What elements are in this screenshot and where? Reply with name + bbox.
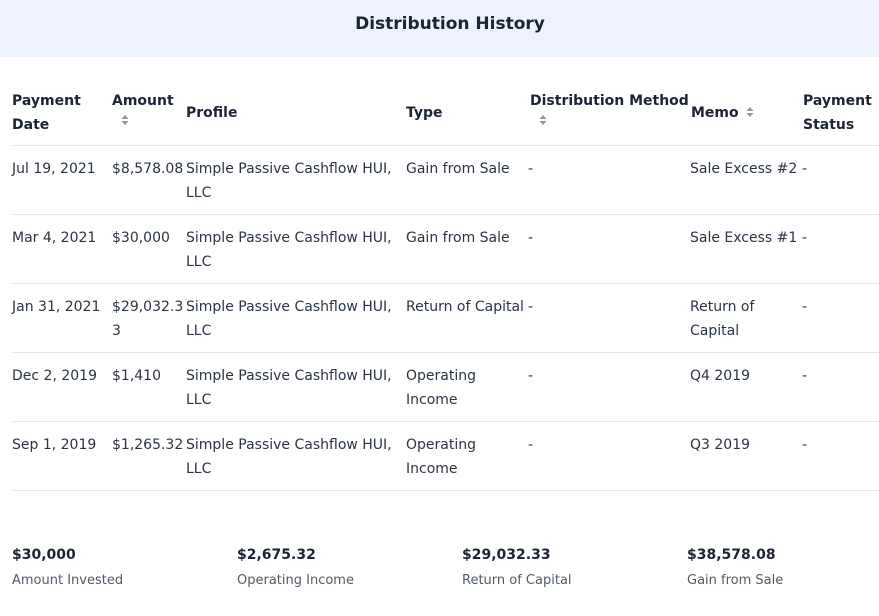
cell-text: Simple Passive Cashflow HUI, <box>186 437 392 453</box>
cell-text: Simple Passive Cashflow HUI, <box>186 161 392 177</box>
cell-memo: Q4 2019 <box>690 368 751 384</box>
cell-payment-status: - <box>802 368 808 384</box>
summary-amount-invested-label: Amount Invested <box>12 573 124 588</box>
column-header-label: Status <box>803 117 855 133</box>
cell-distribution-method: - <box>528 299 534 315</box>
cell-text: Capital <box>690 323 740 339</box>
column-header-payment-date[interactable]: Payment Date <box>12 89 81 137</box>
column-header-label: Distribution Method <box>530 93 689 109</box>
column-header-payment-status[interactable]: Payment Status <box>803 89 872 137</box>
column-header-label: Payment <box>803 93 872 109</box>
summary-gain-from-sale-label: Gain from Sale <box>687 573 784 588</box>
column-header-label: Amount <box>112 93 174 109</box>
cell-text: Income <box>406 392 458 408</box>
row-divider <box>12 283 879 284</box>
cell-text: LLC <box>186 254 212 270</box>
cell-payment-status: - <box>802 437 808 453</box>
cell-text: Return of <box>690 299 755 315</box>
summary-return-of-capital-value: $29,032.33 <box>462 547 551 563</box>
row-divider <box>12 421 879 422</box>
cell-payment-status: - <box>802 299 808 315</box>
cell-amount: $8,578.08 <box>112 161 184 177</box>
cell-distribution-method: - <box>528 161 534 177</box>
summary-gain-from-sale-value: $38,578.08 <box>687 547 776 563</box>
cell-text: Income <box>406 461 458 477</box>
page-title: Distribution History <box>355 14 545 34</box>
cell-text: Operating <box>406 368 476 384</box>
cell-amount: $30,000 <box>112 230 170 246</box>
cell-text: Operating <box>406 437 476 453</box>
column-header-type[interactable]: Type <box>406 101 443 125</box>
column-header-label: Payment <box>12 93 81 109</box>
row-divider <box>12 214 879 215</box>
cell-profile: Simple Passive Cashflow HUI, LLC <box>186 295 392 343</box>
cell-text: LLC <box>186 461 212 477</box>
column-header-distribution-method[interactable]: Distribution Method <box>530 89 689 127</box>
cell-profile: Simple Passive Cashflow HUI, LLC <box>186 157 392 205</box>
cell-payment-date: Jul 19, 2021 <box>12 161 96 177</box>
cell-type: Return of Capital <box>406 299 524 315</box>
column-header-profile[interactable]: Profile <box>186 101 237 125</box>
summary-operating-income-value: $2,675.32 <box>237 547 316 563</box>
cell-text: $29,032.3 <box>112 299 184 315</box>
cell-text: LLC <box>186 323 212 339</box>
cell-distribution-method: - <box>528 437 534 453</box>
cell-text: Simple Passive Cashflow HUI, <box>186 368 392 384</box>
sort-arrows-icon[interactable] <box>120 113 130 127</box>
cell-payment-date: Jan 31, 2021 <box>12 299 101 315</box>
cell-type: Gain from Sale <box>406 230 510 246</box>
cell-type: Operating Income <box>406 364 476 412</box>
cell-amount: $1,410 <box>112 368 161 384</box>
column-header-label: Memo <box>691 105 739 121</box>
column-header-amount[interactable]: Amount <box>112 89 174 127</box>
row-divider <box>12 352 879 353</box>
page-header: Distribution History <box>0 0 879 57</box>
cell-text: Simple Passive Cashflow HUI, <box>186 299 392 315</box>
cell-text: LLC <box>186 185 212 201</box>
column-header-label: Profile <box>186 105 238 121</box>
cell-type: Gain from Sale <box>406 161 510 177</box>
summary-return-of-capital-label: Return of Capital <box>462 573 572 588</box>
cell-text: 3 <box>112 323 121 339</box>
cell-payment-date: Sep 1, 2019 <box>12 437 97 453</box>
cell-memo: Return of Capital <box>690 295 754 343</box>
row-divider <box>12 490 879 491</box>
header-divider <box>12 145 879 146</box>
cell-memo: Sale Excess #1 <box>690 230 798 246</box>
cell-memo: Sale Excess #2 <box>690 161 798 177</box>
cell-distribution-method: - <box>528 230 534 246</box>
column-header-memo[interactable]: Memo <box>691 101 755 125</box>
cell-profile: Simple Passive Cashflow HUI, LLC <box>186 226 392 274</box>
column-header-label: Date <box>12 117 50 133</box>
cell-amount: $29,032.3 3 <box>112 295 183 343</box>
cell-profile: Simple Passive Cashflow HUI, LLC <box>186 433 392 481</box>
cell-profile: Simple Passive Cashflow HUI, LLC <box>186 364 392 412</box>
cell-payment-date: Mar 4, 2021 <box>12 230 97 246</box>
cell-payment-status: - <box>802 230 808 246</box>
cell-memo: Q3 2019 <box>690 437 751 453</box>
sort-arrows-icon[interactable] <box>538 113 548 127</box>
cell-text: LLC <box>186 392 212 408</box>
sort-arrows-icon[interactable] <box>745 105 755 119</box>
cell-amount: $1,265.32 <box>112 437 184 453</box>
cell-distribution-method: - <box>528 368 534 384</box>
summary-operating-income-label: Operating Income <box>237 573 354 588</box>
column-header-label: Type <box>406 105 443 121</box>
cell-payment-date: Dec 2, 2019 <box>12 368 97 384</box>
cell-text: Simple Passive Cashflow HUI, <box>186 230 392 246</box>
cell-type: Operating Income <box>406 433 476 481</box>
summary-amount-invested-value: $30,000 <box>12 547 76 563</box>
cell-payment-status: - <box>802 161 808 177</box>
